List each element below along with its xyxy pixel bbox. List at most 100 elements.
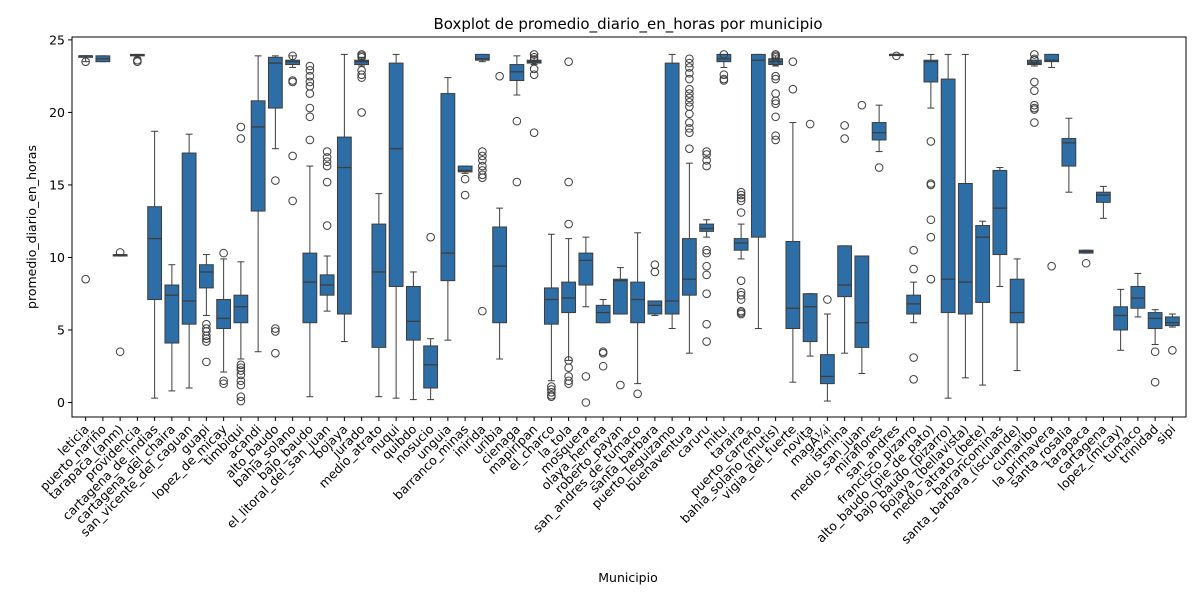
box	[267, 56, 283, 109]
outlier-point	[288, 196, 297, 206]
outlier-point	[1047, 261, 1056, 271]
box-group	[423, 232, 439, 401]
outlier-point	[702, 337, 711, 346]
outlier-point	[736, 190, 746, 200]
box-group	[336, 53, 352, 343]
box-group	[440, 77, 456, 341]
outlier-point	[236, 392, 246, 401]
outlier-point	[598, 348, 608, 358]
box-group	[267, 55, 283, 358]
outlier-point	[219, 379, 228, 388]
outlier-point	[236, 370, 246, 380]
outlier-point	[1150, 377, 1160, 387]
box	[233, 294, 249, 324]
box	[509, 64, 525, 82]
box-group	[474, 53, 490, 316]
outlier-point	[771, 53, 780, 62]
plot-area	[78, 50, 1180, 407]
box-group	[371, 193, 387, 398]
outlier-point	[236, 376, 246, 386]
box	[630, 281, 646, 324]
box-group	[129, 53, 145, 66]
box	[336, 136, 352, 315]
outlier-point	[702, 245, 711, 255]
box-group	[561, 57, 577, 388]
y-tick-label: 20	[49, 105, 65, 120]
outlier-point	[771, 131, 780, 140]
outlier-point	[236, 122, 246, 132]
box	[854, 255, 870, 348]
box-group	[906, 245, 922, 384]
outlier-point	[322, 161, 332, 171]
outlier-point	[236, 396, 246, 406]
outlier-point	[426, 232, 435, 242]
box-group	[112, 248, 128, 357]
outlier-point	[547, 392, 556, 401]
outlier-point	[685, 128, 694, 138]
outlier-point	[771, 96, 780, 106]
box-group	[164, 264, 180, 392]
box	[957, 182, 973, 315]
outlier-point	[219, 248, 228, 258]
y-tick-label: 10	[49, 250, 65, 265]
outlier-point	[288, 151, 297, 161]
outlier-point	[512, 116, 522, 126]
box-group	[630, 232, 646, 399]
outlier-point	[702, 319, 711, 329]
outlier-point	[736, 276, 746, 285]
box	[1164, 316, 1180, 327]
outlier-point	[564, 379, 573, 388]
box-group	[1130, 272, 1146, 318]
outlier-point	[736, 290, 746, 300]
box	[1009, 278, 1025, 324]
box	[1147, 312, 1163, 330]
outlier-point	[478, 306, 487, 316]
outlier-point	[202, 334, 211, 343]
outlier-point	[547, 388, 556, 397]
outlier-point	[478, 161, 487, 171]
outlier-point	[702, 147, 711, 156]
box-group	[612, 267, 628, 390]
outlier-point	[1030, 118, 1039, 127]
outlier-point	[288, 77, 297, 87]
box-group	[802, 119, 818, 357]
box	[923, 59, 939, 83]
box	[906, 294, 922, 315]
outlier-point	[529, 53, 539, 62]
box-group	[250, 55, 266, 353]
outlier-point	[357, 108, 366, 117]
box-group	[319, 147, 335, 312]
box-group	[1026, 50, 1042, 127]
outlier-point	[702, 261, 711, 271]
box-group	[1147, 309, 1163, 387]
box-group	[957, 53, 973, 379]
box	[198, 264, 214, 289]
outlier-point	[736, 208, 746, 217]
y-axis-title: promedio_diario_en_horas	[24, 145, 39, 309]
box-group	[1061, 117, 1077, 193]
box	[440, 93, 456, 282]
outlier-point	[771, 71, 780, 81]
outlier-point	[564, 57, 573, 66]
outlier-point	[115, 347, 125, 357]
box-group	[785, 57, 801, 383]
outlier-point	[702, 270, 711, 280]
outlier-point	[926, 232, 936, 242]
box-group	[733, 187, 749, 319]
outlier-point	[564, 363, 573, 372]
outlier-point	[478, 151, 487, 161]
outlier-point	[685, 54, 694, 64]
outlier-point	[202, 331, 211, 341]
outlier-point	[1030, 100, 1039, 110]
box	[492, 226, 508, 324]
outlier-point	[564, 177, 573, 187]
outlier-point	[685, 144, 694, 153]
box-group	[1078, 249, 1094, 268]
outlier-point	[926, 137, 936, 146]
box	[1095, 191, 1111, 203]
box-group	[647, 260, 663, 316]
outlier-point	[305, 89, 315, 98]
box-group	[819, 295, 835, 402]
outlier-point	[322, 157, 332, 167]
